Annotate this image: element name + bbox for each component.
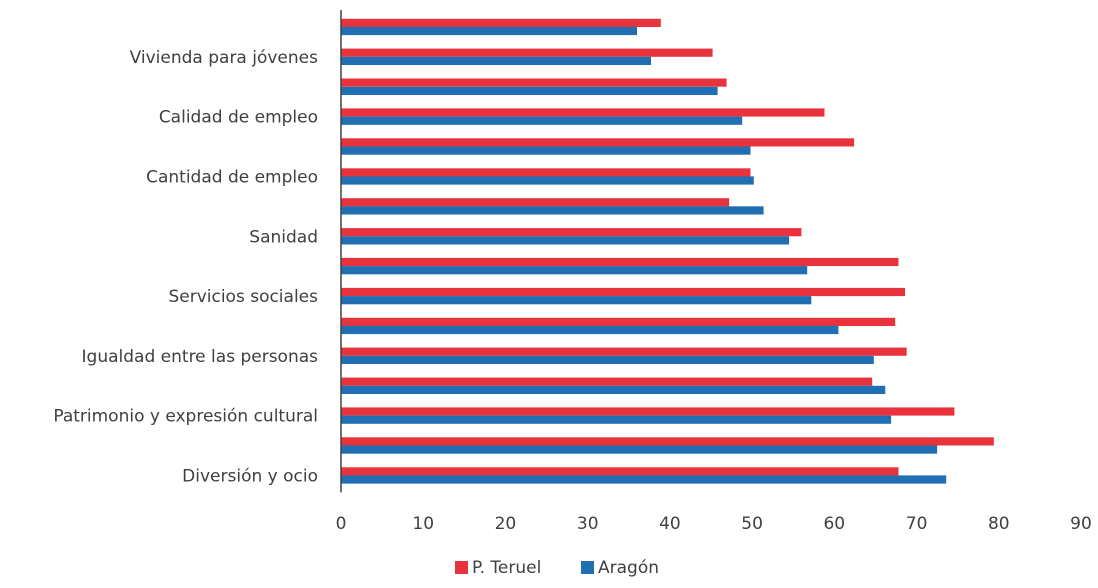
legend-swatch-aragon (581, 561, 594, 574)
bar-aragon-15 (341, 475, 947, 484)
legend-swatch-teruel (455, 561, 468, 574)
bar-teruel-0 (341, 18, 661, 27)
bar-aragon-9 (341, 296, 812, 305)
bar-teruel-12 (341, 377, 873, 386)
legend: P. Teruel Aragón (455, 558, 659, 578)
bar-teruel-6 (341, 198, 730, 207)
category-label: Calidad de empleo (159, 108, 318, 128)
category-label: Servicios sociales (168, 287, 318, 307)
bars-group (341, 18, 994, 484)
category-label: Sanidad (249, 227, 318, 247)
x-tick-label: 90 (1070, 514, 1092, 534)
legend-label-teruel: P. Teruel (472, 558, 541, 578)
x-tick-label: 80 (988, 514, 1010, 534)
bar-aragon-6 (341, 206, 764, 215)
bar-aragon-10 (341, 325, 839, 335)
bar-teruel-8 (341, 257, 899, 267)
bar-aragon-3 (341, 116, 743, 125)
x-tick-label: 0 (336, 514, 347, 534)
bar-teruel-14 (341, 437, 994, 446)
x-tick-label: 30 (577, 514, 599, 534)
bar-teruel-11 (341, 347, 907, 356)
bar-teruel-3 (341, 108, 825, 117)
category-label: Cantidad de empleo (146, 167, 318, 187)
legend-label-aragon: Aragón (598, 558, 659, 578)
bar-teruel-1 (341, 48, 713, 57)
x-tick-label: 60 (823, 514, 845, 534)
bar-aragon-12 (341, 385, 886, 394)
bar-teruel-15 (341, 467, 899, 476)
bar-aragon-5 (341, 176, 754, 185)
x-tick-label: 20 (495, 514, 517, 534)
bar-aragon-0 (341, 26, 637, 36)
bar-teruel-4 (341, 138, 855, 147)
x-tick-label: 40 (659, 514, 681, 534)
category-label: Diversión y ocio (182, 466, 318, 486)
category-label: Patrimonio y expresión cultural (53, 407, 318, 427)
bar-aragon-11 (341, 355, 874, 364)
bar-teruel-10 (341, 317, 896, 326)
bar-aragon-4 (341, 146, 751, 155)
bar-aragon-7 (341, 236, 790, 245)
category-label: Igualdad entre las personas (82, 347, 319, 367)
category-labels: Vivienda para jóvenes Calidad de empleo Ca… (53, 48, 318, 487)
category-label: Vivienda para jóvenes (130, 48, 319, 68)
x-tick-label: 10 (412, 514, 434, 534)
bar-teruel-5 (341, 168, 751, 177)
bar-aragon-13 (341, 415, 892, 424)
bar-teruel-7 (341, 228, 802, 237)
bar-aragon-1 (341, 56, 651, 65)
bar-aragon-2 (341, 86, 718, 95)
x-tick-label: 70 (906, 514, 928, 534)
x-tick-label: 50 (741, 514, 763, 534)
bar-teruel-2 (341, 78, 727, 87)
bar-aragon-8 (341, 266, 808, 275)
bar-teruel-13 (341, 407, 955, 416)
x-axis-ticks: 0 10 20 30 40 50 60 70 80 90 (336, 514, 1092, 534)
bar-teruel-9 (341, 287, 905, 297)
bar-aragon-14 (341, 445, 938, 454)
